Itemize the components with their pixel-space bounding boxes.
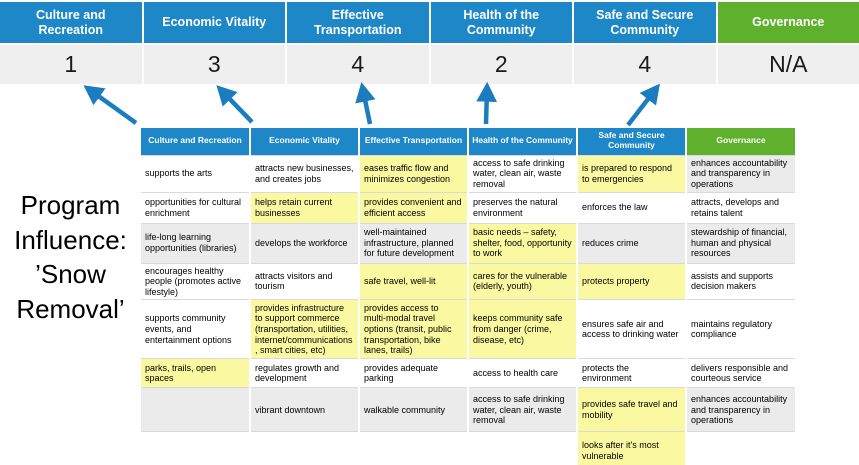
matrix-cell-highlighted: basic needs – safety, shelter, food, opp… bbox=[467, 222, 577, 263]
matrix-cell-highlighted: cares for the vulnerable (elderly, youth… bbox=[467, 262, 577, 300]
priority-score-cell: N/A bbox=[715, 45, 859, 84]
priority-header-cell: Governance bbox=[715, 2, 859, 43]
matrix-cell-highlighted: provides safe travel and mobility bbox=[576, 387, 686, 432]
matrix-cell: well-maintained infrastructure, planned … bbox=[358, 222, 468, 263]
matrix-row: looks after it's most vulnerable bbox=[141, 431, 795, 465]
arrow-up-icon bbox=[476, 81, 498, 125]
matrix-row: life-long learning opportunities (librar… bbox=[141, 222, 795, 263]
matrix-cell-highlighted: is prepared to respond to emergencies bbox=[576, 154, 686, 192]
matrix-header-cell: Safe and Secure Community bbox=[576, 128, 686, 155]
matrix-cell: opportunities for cultural enrichment bbox=[141, 191, 250, 223]
matrix-cell-highlighted: helps retain current businesses bbox=[249, 191, 359, 223]
matrix-cell-highlighted: looks after it's most vulnerable bbox=[576, 431, 686, 465]
matrix-row: opportunities for cultural enrichment hel… bbox=[141, 191, 795, 223]
arrow-up-icon bbox=[355, 82, 376, 125]
priority-header-cell: Safe and Secure Community bbox=[572, 2, 716, 43]
matrix-cell-highlighted: provides convenient and efficient access bbox=[358, 191, 468, 223]
arrow-up-icon bbox=[626, 83, 660, 127]
matrix-cell bbox=[358, 431, 468, 465]
matrix-cell-highlighted: provides access to multi-modal travel op… bbox=[358, 299, 468, 359]
priority-score-cell: 4 bbox=[572, 45, 716, 84]
matrix-cell-highlighted: parks, trails, open spaces bbox=[141, 358, 250, 388]
matrix-cell: reduces crime bbox=[576, 222, 686, 263]
matrix-cell bbox=[141, 387, 250, 432]
matrix-header-cell: Governance bbox=[685, 128, 795, 155]
matrix-cell: attracts, develops and retains talent bbox=[685, 191, 795, 223]
priority-matrix: Culture and Recreation Economic Vitality E… bbox=[141, 128, 795, 465]
matrix-cell-highlighted: eases traffic flow and minimizes congest… bbox=[358, 154, 468, 192]
matrix-cell: supports community events, and entertain… bbox=[141, 299, 250, 359]
matrix-cell-highlighted: safe travel, well-lit bbox=[358, 262, 468, 300]
matrix-body: supports the arts attracts new businesses… bbox=[141, 154, 795, 465]
matrix-cell-highlighted: provides infrastructure to support comme… bbox=[249, 299, 359, 359]
matrix-cell: delivers responsible and courteous servi… bbox=[685, 358, 795, 388]
matrix-cell bbox=[467, 431, 577, 465]
matrix-row: supports the arts attracts new businesses… bbox=[141, 154, 795, 192]
arrow-up-icon bbox=[83, 85, 138, 125]
matrix-cell: enhances accountability and transparency… bbox=[685, 387, 795, 432]
matrix-cell: access to safe drinking water, clean air… bbox=[467, 154, 577, 192]
matrix-row: encourages healthy people (promotes acti… bbox=[141, 262, 795, 300]
priority-header-cell: Health of the Community bbox=[428, 2, 572, 43]
matrix-cell: life-long learning opportunities (librar… bbox=[141, 222, 250, 263]
matrix-cell: encourages healthy people (promotes acti… bbox=[141, 262, 250, 300]
priority-score-cell: 4 bbox=[285, 45, 429, 84]
priority-header-cell: Economic Vitality bbox=[141, 2, 285, 43]
matrix-cell bbox=[141, 431, 250, 465]
matrix-cell bbox=[249, 431, 359, 465]
matrix-cell: protects the environment bbox=[576, 358, 686, 388]
matrix-header-cell: Culture and Recreation bbox=[141, 128, 250, 155]
matrix-cell-highlighted: keeps community safe from danger (crime,… bbox=[467, 299, 577, 359]
matrix-cell: ensures safe air and access to drinking … bbox=[576, 299, 686, 359]
matrix-cell: develops the workforce bbox=[249, 222, 359, 263]
matrix-cell: assists and supports decision makers bbox=[685, 262, 795, 300]
priority-score-row: 1 3 4 2 4 N/A bbox=[0, 45, 859, 84]
matrix-row: parks, trails, open spaces regulates grow… bbox=[141, 358, 795, 388]
matrix-cell: regulates growth and development bbox=[249, 358, 359, 388]
matrix-header-cell: Health of the Community bbox=[467, 128, 577, 155]
priority-header-cell: Culture and Recreation bbox=[0, 2, 142, 43]
matrix-cell: maintains regulatory compliance bbox=[685, 299, 795, 359]
matrix-cell: walkable community bbox=[358, 387, 468, 432]
matrix-row: supports community events, and entertain… bbox=[141, 299, 795, 359]
priority-score-cell: 2 bbox=[428, 45, 572, 84]
priority-score-cell: 3 bbox=[141, 45, 285, 84]
matrix-cell: access to health care bbox=[467, 358, 577, 388]
arrow-up-icon bbox=[216, 85, 254, 124]
matrix-cell: attracts new businesses, and creates job… bbox=[249, 154, 359, 192]
program-title: Program Influence: ’Snow Removal’ bbox=[14, 190, 127, 324]
matrix-cell: access to safe drinking water, clean air… bbox=[467, 387, 577, 432]
matrix-header-cell: Economic Vitality bbox=[249, 128, 359, 155]
matrix-cell: supports the arts bbox=[141, 154, 250, 192]
matrix-header: Culture and Recreation Economic Vitality E… bbox=[141, 128, 795, 155]
matrix-cell: attracts visitors and tourism bbox=[249, 262, 359, 300]
matrix-cell: enforces the law bbox=[576, 191, 686, 223]
matrix-row: vibrant downtown walkable community access… bbox=[141, 387, 795, 432]
matrix-cell: preserves the natural environment bbox=[467, 191, 577, 223]
matrix-cell: stewardship of financial, human and phys… bbox=[685, 222, 795, 263]
matrix-cell: enhances accountability and transparency… bbox=[685, 154, 795, 192]
matrix-header-cell: Effective Transportation bbox=[358, 128, 468, 155]
matrix-cell bbox=[685, 431, 795, 465]
priority-score-cell: 1 bbox=[0, 45, 142, 84]
matrix-cell: vibrant downtown bbox=[249, 387, 359, 432]
priority-header-cell: Effective Transportation bbox=[285, 2, 429, 43]
matrix-cell-highlighted: protects property bbox=[576, 262, 686, 300]
matrix-cell: provides adequate parking bbox=[358, 358, 468, 388]
priority-banner: Culture and Recreation Economic Vitality E… bbox=[0, 2, 859, 43]
